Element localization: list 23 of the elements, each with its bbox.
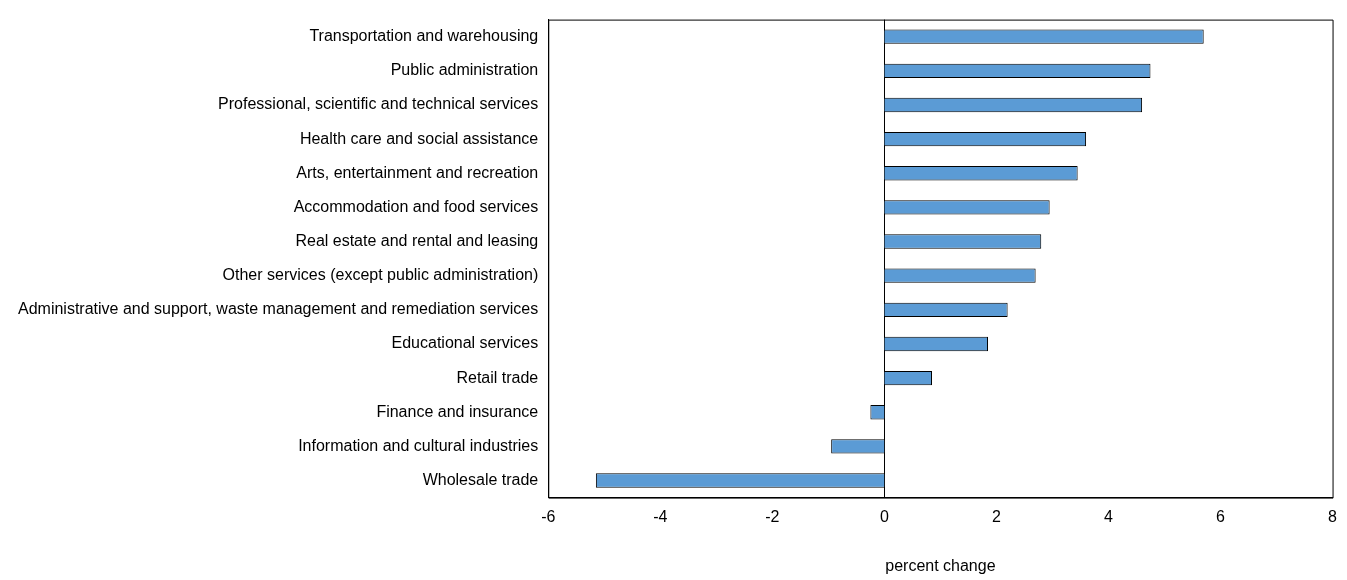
y-tick-label: Arts, entertainment and recreation (296, 163, 539, 181)
x-tick-label: -6 (541, 507, 556, 525)
y-tick-label: Wholesale trade (422, 470, 539, 488)
y-tick-label: Public administration (390, 61, 539, 79)
x-tick-label: 4 (1104, 507, 1114, 525)
y-tick-label: Transportation and warehousing (309, 27, 539, 45)
y-tick-label: Administrative and support, waste management and remediation services (18, 300, 539, 318)
y-tick-label: Other services (except public administration) (222, 266, 539, 284)
y-tick-label: Professional, scientific and technical services (218, 95, 539, 113)
x-tick-label: 0 (879, 507, 889, 525)
y-tick-label: Health care and social assistance (299, 129, 539, 147)
x-tick-label: 8 (1328, 507, 1338, 525)
y-tick-label: Retail trade (456, 368, 539, 386)
x-tick-label: 6 (1216, 507, 1226, 525)
y-tick-label: Accommodation and food services (293, 197, 539, 215)
x-tick-label: -2 (765, 507, 780, 525)
x-tick-label: 2 (991, 507, 1001, 525)
y-tick-label: Real estate and rental and leasing (295, 231, 539, 249)
y-tick-label: Information and cultural industries (298, 436, 539, 454)
x-tick-label: -4 (653, 507, 668, 525)
x-axis-title: percent change (885, 556, 996, 574)
y-tick-label: Educational services (391, 334, 539, 352)
y-tick-label: Finance and insurance (376, 402, 539, 420)
